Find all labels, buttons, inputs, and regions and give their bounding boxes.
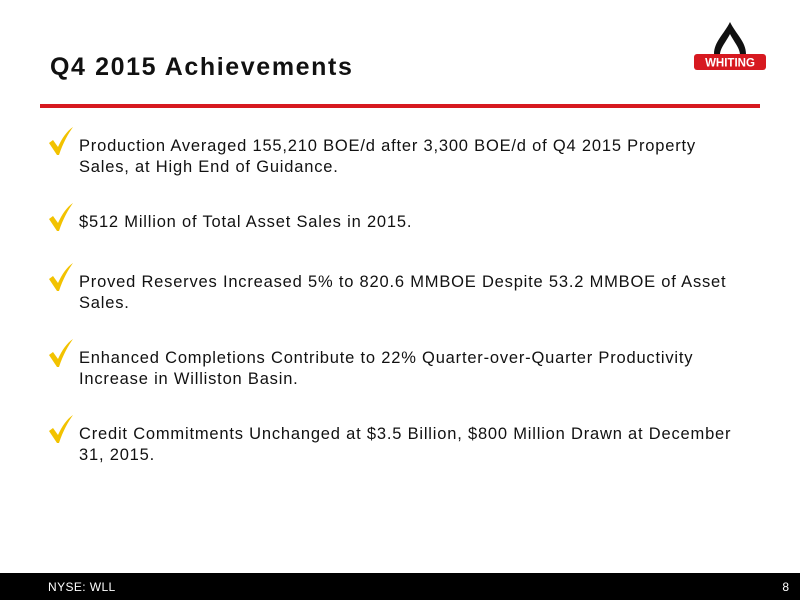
bullet-text: Credit Commitments Unchanged at $3.5 Bil… [79,425,732,464]
footer-bar: NYSE: WLL 8 [0,573,800,600]
slide-title: Q4 2015 Achievements [50,53,354,81]
achievement-list: Production Averaged 155,210 BOE/d after … [48,122,748,486]
whiting-logo: WHITING [694,22,766,70]
bullet-text: $512 Million of Total Asset Sales in 201… [79,213,413,231]
list-item: Enhanced Completions Contribute to 22% Q… [48,334,748,390]
page-number: 8 [782,580,789,594]
list-item: Production Averaged 155,210 BOE/d after … [48,122,748,178]
bullet-text: Enhanced Completions Contribute to 22% Q… [79,349,694,388]
check-icon [49,339,73,367]
check-icon [49,127,73,155]
footer-ticker: NYSE: WLL [48,580,116,594]
logo-text: WHITING [705,58,755,70]
bullet-text: Proved Reserves Increased 5% to 820.6 MM… [79,273,727,312]
check-icon [49,263,73,291]
bullet-text: Production Averaged 155,210 BOE/d after … [79,137,696,176]
title-divider [40,104,760,108]
list-item: $512 Million of Total Asset Sales in 201… [48,198,748,238]
check-icon [49,203,73,231]
check-icon [49,415,73,443]
list-item: Credit Commitments Unchanged at $3.5 Bil… [48,410,748,466]
list-item: Proved Reserves Increased 5% to 820.6 MM… [48,258,748,314]
